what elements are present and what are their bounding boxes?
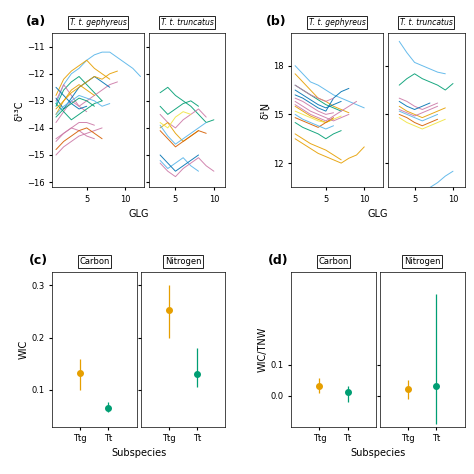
Text: GLG: GLG: [128, 209, 149, 219]
Text: Nitrogen: Nitrogen: [404, 257, 440, 266]
Text: (a): (a): [27, 15, 46, 27]
Text: T. t. truncatus: T. t. truncatus: [161, 18, 213, 27]
Text: Carbon: Carbon: [319, 257, 349, 266]
Text: GLG: GLG: [368, 209, 388, 219]
Text: Subspecies: Subspecies: [350, 448, 406, 458]
Text: T. t. gephyreus: T. t. gephyreus: [70, 18, 127, 27]
Y-axis label: δ¹³C: δ¹³C: [14, 100, 24, 120]
Text: (c): (c): [28, 254, 47, 267]
Text: T. t. gephyreus: T. t. gephyreus: [309, 18, 366, 27]
Y-axis label: δ¹ָN: δ¹ָN: [260, 102, 270, 119]
Y-axis label: WIC/TNW: WIC/TNW: [258, 327, 268, 372]
Text: Subspecies: Subspecies: [111, 448, 166, 458]
Text: Carbon: Carbon: [79, 257, 109, 266]
Text: Nitrogen: Nitrogen: [165, 257, 201, 266]
Text: (d): (d): [268, 254, 288, 267]
Text: (b): (b): [265, 15, 286, 27]
Text: T. t. truncatus: T. t. truncatus: [400, 18, 453, 27]
Y-axis label: WIC: WIC: [18, 340, 28, 359]
